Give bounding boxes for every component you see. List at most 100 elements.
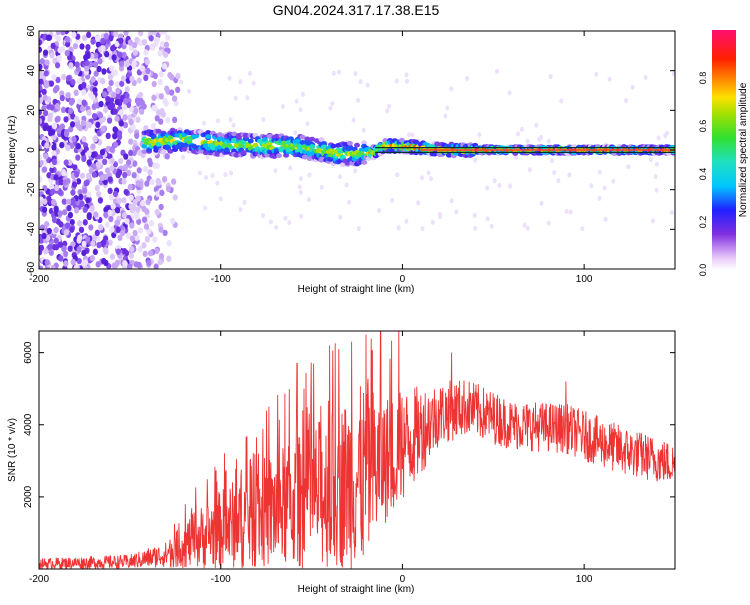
noise-cell: [445, 105, 450, 111]
noise-cell: [110, 203, 116, 210]
ridge-cell: [283, 152, 290, 158]
snr-panel: -200 -100 0 100 2000 4000 6000 Height of strai…: [7, 330, 676, 595]
noise-cell: [59, 141, 65, 149]
noise-cell: [105, 132, 111, 140]
noise-cell: [134, 97, 140, 104]
noise-cell: [104, 51, 110, 58]
noise-cell: [210, 172, 215, 178]
noise-cell: [72, 42, 79, 50]
noise-cell: [404, 218, 409, 224]
noise-cell: [62, 208, 68, 216]
noise-cell: [134, 211, 140, 218]
colorbar-tick-label: 0.4: [698, 168, 708, 181]
noise-cell: [611, 178, 616, 184]
noise-cell: [109, 157, 115, 165]
noise-cell: [158, 118, 164, 125]
noise-cell: [112, 133, 118, 140]
noise-cell: [546, 138, 551, 144]
noise-cell: [307, 172, 312, 178]
noise-cell: [92, 248, 98, 256]
ridge-cell: [316, 148, 323, 153]
noise-cell: [539, 200, 544, 206]
noise-cell: [51, 150, 57, 158]
noise-cell: [144, 236, 150, 243]
noise-cell: [49, 52, 55, 59]
noise-cell: [131, 42, 138, 49]
noise-cell: [79, 200, 85, 208]
noise-cell: [564, 208, 569, 214]
noise-cell: [116, 130, 123, 137]
noise-cell: [128, 194, 134, 201]
noise-cell: [227, 75, 232, 81]
noise-cell: [53, 237, 59, 244]
noise-cell: [58, 178, 64, 186]
snr-axes: -200 -100 0 100 2000 4000 6000: [23, 331, 675, 585]
noise-cell: [138, 91, 144, 99]
noise-cell: [546, 220, 551, 226]
noise-cell: [85, 43, 91, 51]
noise-cell: [122, 114, 128, 121]
noise-cell: [238, 207, 243, 213]
noise-cell: [473, 225, 478, 231]
noise-cell: [100, 45, 106, 52]
noise-cell: [129, 235, 136, 242]
noise-cell: [114, 98, 120, 106]
spectrogram-ylabel: Frequency (Hz): [7, 116, 18, 185]
noise-cell: [665, 130, 670, 136]
noise-cell: [356, 226, 361, 232]
noise-cell: [89, 254, 95, 262]
noise-cell: [101, 91, 108, 98]
noise-cell: [298, 189, 303, 195]
noise-cell: [81, 249, 87, 257]
noise-cell: [293, 130, 298, 136]
noise-cell: [120, 229, 126, 237]
noise-cell: [42, 198, 48, 205]
noise-cell: [156, 179, 162, 186]
noise-cell: [216, 118, 221, 124]
noise-cell: [86, 159, 92, 166]
noise-cell: [96, 241, 102, 249]
noise-cell: [51, 158, 58, 166]
ridge-cell: [346, 140, 353, 146]
ridge-cell: [205, 134, 212, 139]
noise-cell: [76, 246, 82, 253]
noise-cell: [47, 243, 53, 251]
noise-cell: [495, 68, 500, 74]
noise-cell: [175, 86, 181, 94]
ridge-cell: [247, 138, 254, 144]
noise-cell: [162, 31, 168, 35]
noise-cell: [121, 212, 128, 219]
noise-cell: [128, 138, 134, 145]
noise-cell: [69, 121, 76, 128]
noise-cell: [104, 221, 110, 229]
noise-cell: [57, 210, 63, 217]
y-tick-label: -60: [26, 261, 37, 276]
noise-cell: [485, 216, 490, 222]
ridge-cell: [198, 148, 205, 154]
noise-cell: [136, 261, 142, 269]
noise-cell: [589, 183, 594, 189]
x-tick-label: 0: [400, 274, 406, 285]
noise-cell: [164, 153, 170, 160]
noise-cell: [396, 225, 401, 231]
noise-cell: [115, 248, 121, 255]
noise-cell: [100, 77, 106, 85]
noise-cell: [84, 59, 90, 67]
noise-cell: [656, 135, 661, 141]
noise-cell: [115, 226, 121, 233]
noise-cell: [297, 184, 302, 190]
noise-cell: [404, 78, 409, 84]
noise-cell: [165, 185, 172, 193]
noise-cell: [46, 125, 52, 132]
noise-cell: [507, 90, 512, 96]
noise-cell: [152, 162, 158, 169]
noise-cell: [77, 98, 83, 105]
ridge-cell: [233, 143, 240, 148]
noise-cell: [650, 218, 655, 224]
noise-cell: [449, 86, 454, 92]
noise-cell: [96, 162, 102, 169]
snr-ylabel: SNR (10 * v/v): [7, 418, 18, 482]
noise-cell: [438, 212, 443, 218]
noise-cell: [42, 159, 48, 166]
noise-cell: [597, 169, 602, 175]
